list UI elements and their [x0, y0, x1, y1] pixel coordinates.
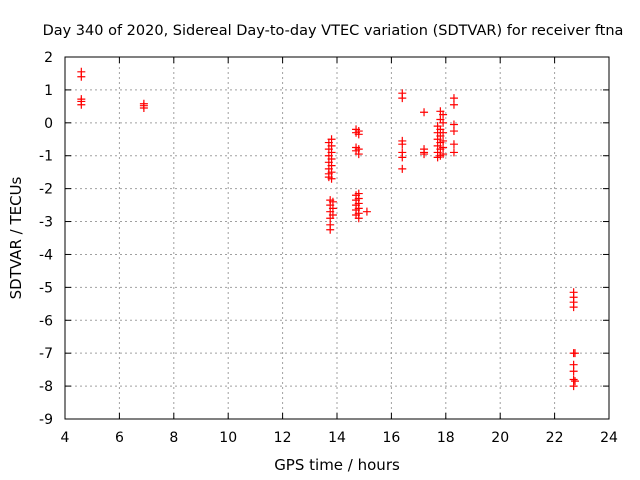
data-point: [439, 110, 448, 119]
data-point: [569, 367, 578, 376]
data-point: [398, 140, 407, 149]
data-point: [354, 130, 363, 139]
data-point: [354, 214, 363, 223]
data-point: [139, 104, 148, 113]
chart-title: Day 340 of 2020, Sidereal Day-to-day VTE…: [43, 23, 624, 39]
x-tick-label: 6: [115, 430, 124, 446]
data-points: [77, 67, 579, 391]
data-point: [362, 207, 371, 216]
y-axis-label: SDTVAR / TECUs: [7, 176, 25, 299]
data-point: [569, 303, 578, 312]
y-tick-label: -7: [39, 346, 53, 362]
axis-ticks: [64, 56, 610, 420]
y-tick-label: -9: [39, 412, 53, 428]
y-tick-label: -6: [39, 313, 53, 329]
grid-lines: [65, 57, 609, 419]
data-point: [420, 150, 429, 159]
data-point: [571, 349, 579, 358]
x-tick-label: 20: [491, 430, 509, 446]
data-point: [398, 94, 407, 103]
x-tick-label: 18: [437, 430, 455, 446]
data-point: [420, 108, 429, 117]
y-axis-tick-labels: 2 1 0 -1 -2 -3 -4 -5 -6 -7 -8 -9: [39, 50, 53, 428]
data-point: [77, 72, 86, 81]
data-point: [449, 140, 458, 149]
y-tick-label: -5: [39, 280, 53, 296]
x-tick-label: 8: [169, 430, 178, 446]
y-tick-label: -3: [39, 215, 53, 231]
y-tick-label: 1: [44, 83, 53, 99]
data-point: [449, 148, 458, 157]
data-point: [327, 174, 336, 183]
data-point: [328, 210, 337, 219]
data-point: [439, 118, 448, 127]
data-point: [77, 100, 86, 109]
x-tick-label: 14: [328, 430, 346, 446]
data-point: [449, 100, 458, 109]
data-point: [326, 225, 335, 234]
data-point: [569, 382, 578, 391]
y-tick-label: 0: [44, 116, 53, 132]
x-tick-label: 24: [600, 430, 618, 446]
x-tick-label: 22: [546, 430, 564, 446]
data-point: [398, 153, 407, 162]
data-point: [439, 128, 448, 137]
y-tick-label: -4: [39, 247, 53, 263]
x-tick-label: 10: [219, 430, 237, 446]
data-point: [571, 377, 579, 386]
data-point: [398, 164, 407, 173]
x-tick-label: 16: [382, 430, 400, 446]
y-tick-label: -8: [39, 379, 53, 395]
x-axis-label: GPS time / hours: [274, 456, 400, 474]
x-axis-tick-labels: 4 6 8 10 12 14 16 18 20 22 24: [61, 430, 618, 446]
data-point: [449, 127, 458, 136]
data-point: [439, 150, 448, 159]
data-point: [354, 150, 363, 159]
y-tick-label: 2: [44, 50, 53, 66]
y-tick-label: -2: [39, 182, 53, 198]
x-tick-label: 12: [274, 430, 292, 446]
y-tick-label: -1: [39, 149, 53, 165]
x-tick-label: 4: [61, 430, 70, 446]
